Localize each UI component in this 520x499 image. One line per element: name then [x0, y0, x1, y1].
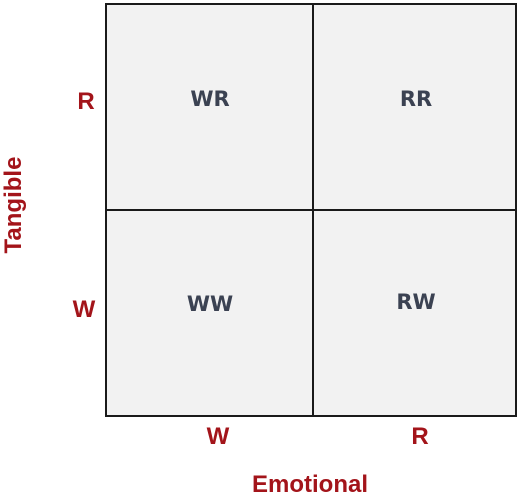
quadrant-bottom-right-label: RW [396, 290, 436, 314]
y-axis-tick-bottom: W [72, 296, 96, 323]
x-axis-title: Emotional [251, 471, 368, 498]
x-axis-tick-right: R [411, 423, 429, 450]
quadrant-top-left-label: WR [190, 87, 230, 111]
y-axis-title: Tangible [0, 156, 27, 254]
x-axis-tick-left: W [206, 423, 230, 450]
quadrant-bottom-left-label: WW [186, 292, 234, 316]
quadrant-top-right-label: RR [399, 87, 433, 111]
quadrant-matrix: WR RR WW RW [105, 3, 517, 417]
y-axis-tick-top: R [77, 88, 95, 115]
horizontal-divider [107, 209, 515, 211]
